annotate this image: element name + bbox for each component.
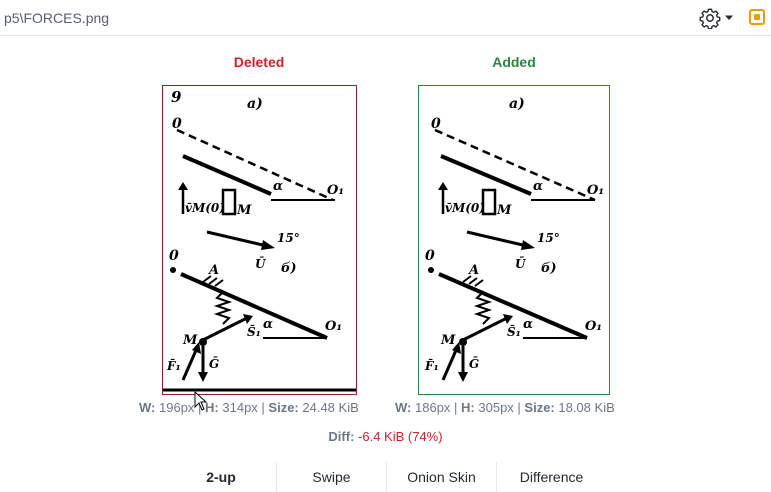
figure-force-label: F̄₁ xyxy=(424,357,439,373)
view-mode-tabs: 2-up Swipe Onion Skin Difference xyxy=(166,462,606,492)
height-key: H: xyxy=(461,400,475,415)
figure-mass-label: M xyxy=(496,203,512,218)
figure-velocity-label: v̄M(0) xyxy=(185,201,225,215)
diff-key: Diff: xyxy=(328,429,354,444)
figure-point-label: A xyxy=(467,263,479,278)
figure-part-a-label: a) xyxy=(509,96,525,112)
figure-angle-label: 15° xyxy=(277,231,300,245)
added-label: Added xyxy=(414,54,614,70)
figure-part-b-label: б) xyxy=(541,261,557,276)
width-key: W: xyxy=(139,400,155,415)
figure-velocity-label: Ū xyxy=(255,256,267,271)
toggle-panel-icon[interactable] xyxy=(749,9,765,25)
figure-point-label: A xyxy=(207,263,219,278)
size-value: 24.48 KiB xyxy=(302,400,358,415)
figure-force-label: S̄₁ xyxy=(247,323,261,339)
size-value: 18.08 KiB xyxy=(558,400,614,415)
width-value: 196px xyxy=(159,400,194,415)
deleted-image-meta: W: 196px | H: 314px | Size: 24.48 KiB xyxy=(139,400,359,415)
figure-part-b-label: б) xyxy=(281,261,297,276)
figure-mass-label: M xyxy=(236,203,252,218)
tab-2-up[interactable]: 2-up xyxy=(166,462,276,492)
figure-force-label: S̄₁ xyxy=(507,323,521,339)
figure-point-label: 0 xyxy=(425,248,435,264)
file-header: p5\FORCES.png xyxy=(0,0,771,36)
figure-point-label: O₁ xyxy=(325,319,342,334)
height-value: 305px xyxy=(478,400,513,415)
gear-icon[interactable] xyxy=(699,7,721,29)
figure-force-label: F̄₁ xyxy=(166,357,181,373)
figure-velocity-label: v̄M(0) xyxy=(445,201,485,215)
figure-angle-label: α xyxy=(533,179,543,194)
tab-onion-skin[interactable]: Onion Skin xyxy=(386,462,496,492)
figure-point-label: 0 xyxy=(172,116,182,132)
figure-angle-label: 15° xyxy=(537,231,560,245)
mouse-cursor-icon xyxy=(194,391,208,411)
figure-angle-label: α xyxy=(273,179,283,194)
figure-part-a-label: a) xyxy=(247,96,263,112)
file-path: p5\FORCES.png xyxy=(4,10,109,26)
figure-velocity-label: Ū xyxy=(515,256,527,271)
figure-weight-label: Ḡ xyxy=(209,356,219,371)
figure-number-label: 9 xyxy=(171,88,182,106)
size-key: Size: xyxy=(524,400,554,415)
height-value: 314px xyxy=(222,400,257,415)
size-diff: Diff: -6.4 KiB (74%) xyxy=(0,429,771,444)
deleted-image: 9 a) 0 α O₁ v̄M(0) M 15° Ū б) 0 A α O₁ S… xyxy=(162,85,357,395)
tab-swipe[interactable]: Swipe xyxy=(276,462,386,492)
figure-mass-label: M xyxy=(182,333,198,348)
diff-value: -6.4 KiB (74%) xyxy=(358,429,443,444)
figure-weight-label: Ḡ xyxy=(469,356,479,371)
figure-mass-label: M xyxy=(440,333,456,348)
figure-angle-label: α xyxy=(523,317,533,332)
width-key: W: xyxy=(395,400,411,415)
added-image: a) 0 α O₁ v̄M(0) M 15° Ū б) 0 A α O₁ S̄₁… xyxy=(418,85,610,395)
figure-point-label: O₁ xyxy=(585,319,602,334)
figure-angle-label: α xyxy=(263,317,273,332)
added-image-meta: W: 186px | H: 305px | Size: 18.08 KiB xyxy=(395,400,615,415)
deleted-label: Deleted xyxy=(159,54,359,70)
figure-point-label: 0 xyxy=(169,248,179,264)
size-key: Size: xyxy=(268,400,298,415)
figure-point-label: O₁ xyxy=(327,183,344,198)
tab-difference[interactable]: Difference xyxy=(496,462,606,492)
chevron-down-icon[interactable] xyxy=(724,14,734,22)
figure-point-label: O₁ xyxy=(587,183,604,198)
width-value: 186px xyxy=(415,400,450,415)
